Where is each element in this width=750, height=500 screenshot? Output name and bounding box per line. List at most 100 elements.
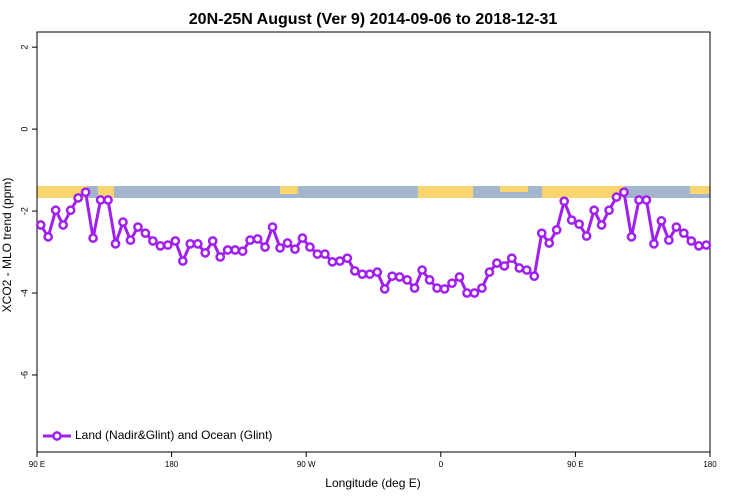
data-point: [73, 193, 83, 203]
data-point: [252, 234, 263, 244]
data-point: [439, 284, 450, 294]
data-point: [454, 272, 465, 282]
data-point: [432, 283, 442, 293]
data-point: [335, 256, 345, 266]
data-point: [192, 238, 203, 249]
data-point: [320, 249, 330, 259]
data-point: [566, 215, 577, 225]
data-point: [312, 249, 323, 259]
data-point: [327, 257, 338, 267]
x-tick-label: 0: [439, 460, 444, 469]
plot-frame: [36, 31, 711, 453]
data-point: [80, 187, 91, 198]
data-point: [290, 244, 300, 255]
legend-marker: [52, 431, 62, 441]
data-point: [342, 253, 353, 264]
data-point: [686, 236, 697, 246]
data-point: [484, 267, 495, 277]
data-point: [604, 205, 614, 216]
data-point: [155, 241, 166, 251]
x-tick-label: 90 E: [567, 460, 583, 469]
data-point: [267, 222, 278, 232]
data-point: [140, 228, 151, 239]
data-point: [387, 271, 398, 282]
data-point: [589, 205, 599, 216]
data-point: [103, 195, 113, 205]
data-point: [409, 283, 420, 293]
data-point: [506, 253, 517, 264]
data-point: [230, 245, 241, 255]
data-point: [349, 266, 360, 276]
data-point: [163, 240, 173, 250]
data-point: [207, 236, 218, 246]
data-point: [364, 269, 375, 280]
x-tick-label: 90 W: [297, 460, 316, 469]
data-point: [551, 225, 562, 235]
data-point: [177, 256, 188, 266]
data-point: [282, 238, 293, 248]
data-point: [671, 222, 682, 232]
data-point: [574, 219, 584, 230]
y-tick-label: 0: [19, 127, 29, 132]
y-tick-label: -4: [19, 289, 29, 297]
data-point: [35, 220, 46, 230]
data-point: [521, 265, 532, 275]
data-point: [200, 248, 211, 258]
data-point: [424, 275, 435, 285]
data-point: [462, 288, 472, 298]
data-point: [402, 275, 412, 285]
data-point: [260, 242, 270, 252]
data-point: [619, 187, 629, 198]
data-point: [148, 236, 158, 246]
chart-title: 20N-25N August (Ver 9) 2014-09-06 to 201…: [189, 11, 558, 28]
data-point: [50, 205, 61, 216]
data-point: [88, 233, 98, 243]
data-point: [170, 236, 181, 246]
y-tick-label: -2: [19, 207, 29, 215]
data-point: [65, 205, 76, 216]
data-point: [245, 235, 255, 246]
data-point: [529, 271, 540, 282]
map-strip: [37, 186, 710, 198]
data-point: [477, 283, 487, 293]
data-point: [581, 231, 592, 241]
data-point: [596, 220, 607, 230]
x-tick-label: 90 E: [29, 460, 45, 469]
data-point: [649, 238, 659, 249]
data-point: [237, 246, 248, 257]
data-point: [559, 196, 570, 207]
data-point: [536, 228, 547, 239]
y-tick-label: 2: [19, 45, 29, 50]
data-point: [641, 195, 652, 205]
data-point: [357, 269, 368, 280]
data-point: [492, 258, 502, 268]
x-tick-label: 180: [703, 460, 717, 469]
data-point: [95, 195, 106, 205]
data-point: [611, 192, 622, 202]
data-point: [275, 243, 285, 253]
data-point: [701, 240, 712, 250]
data-point: [125, 235, 136, 246]
data-point: [297, 233, 308, 243]
data-point: [110, 238, 121, 249]
data-point: [58, 220, 69, 230]
data-point: [379, 284, 390, 294]
data-point: [469, 288, 480, 298]
x-axis-label: Longitude (deg E): [325, 476, 420, 490]
data-point: [118, 217, 128, 227]
data-point: [133, 222, 143, 232]
data-point: [447, 278, 457, 289]
data-point: [43, 232, 54, 242]
data-point: [417, 265, 427, 275]
data-point: [514, 263, 525, 273]
data-point: [222, 245, 233, 255]
data-point: [634, 195, 644, 205]
data-point: [305, 242, 315, 252]
data-point: [185, 238, 196, 249]
y-axis-label: XCO2 - MLO trend (ppm): [0, 178, 14, 313]
data-point: [372, 267, 383, 277]
data-point: [499, 261, 510, 271]
data-point: [626, 232, 637, 242]
data-point: [678, 228, 689, 239]
